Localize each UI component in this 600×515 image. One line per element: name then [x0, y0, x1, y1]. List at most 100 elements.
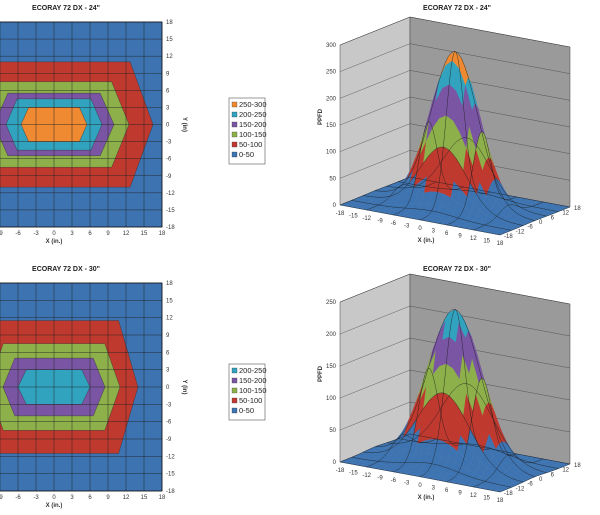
x-tick-label: 0 [52, 495, 56, 501]
surface-mesh-line [386, 383, 547, 473]
x-tick-label: -12 [362, 216, 371, 222]
y-tick-label: -3 [166, 402, 172, 408]
z-tick-label: 200 [326, 96, 337, 102]
y-tick-label: 18 [574, 463, 581, 469]
chart-title: ECORAY 72 DX - 30" [423, 266, 491, 273]
chart-title: ECORAY 72 DX - 24" [423, 5, 491, 12]
z-tick-label: 0 [333, 203, 337, 209]
z-tick-label: 100 [326, 150, 337, 156]
surface-mesh-line [339, 461, 501, 493]
y-tick-label: 9 [166, 71, 170, 77]
x-tick-label: 18 [159, 495, 166, 501]
legend-swatch [231, 397, 238, 404]
x-tick-label: 18 [159, 231, 166, 237]
wall-grid-line [339, 150, 571, 181]
x-tick-label: 6 [88, 495, 92, 501]
y-tick-label: 18 [166, 281, 173, 287]
legend-item-label: 0-50 [239, 406, 254, 415]
wall-grid-line [339, 16, 571, 48]
z-axis-label: PPFD [318, 365, 324, 382]
y-tick-label: -6 [166, 157, 172, 163]
y-tick-label: 15 [166, 37, 173, 43]
surface-mesh-line [363, 146, 524, 226]
legend-swatch [231, 111, 238, 118]
x-tick-label: -6 [15, 231, 21, 237]
plot-frame [0, 282, 163, 492]
x-tick-label: -3 [33, 231, 39, 237]
plot-frame [0, 21, 163, 228]
x-tick-label: -6 [391, 478, 397, 484]
x-tick-label: -9 [377, 219, 383, 225]
wall-grid-line [339, 70, 571, 101]
y-tick-label: -12 [166, 191, 175, 197]
y-tick-label: 3 [166, 368, 170, 374]
x-tick-label: -9 [0, 495, 3, 501]
y-tick-label: 6 [166, 350, 170, 356]
z-tick-label: 150 [326, 364, 337, 370]
y-axis-label: Y (in) [181, 117, 187, 132]
x-tick-label: 9 [458, 234, 462, 240]
y-tick-label: 0 [539, 477, 543, 483]
legend-swatch [231, 151, 238, 158]
z-tick-label: 300 [326, 43, 337, 49]
y-tick-label: 12 [562, 468, 569, 474]
y-tick-label: 18 [166, 20, 173, 26]
y-tick-label: -6 [527, 482, 533, 488]
y-tick-label: -18 [504, 234, 513, 240]
y-tick-label: 6 [166, 88, 170, 94]
surface-mesh-line [398, 438, 559, 469]
z-tick-label: 50 [329, 428, 336, 434]
legend-item-label: 0-50 [239, 150, 254, 159]
y-tick-label: 12 [562, 211, 569, 217]
chart-title: ECORAY 72 DX - 24" [32, 5, 100, 12]
chart-title: ECORAY 72 DX - 30" [32, 266, 100, 273]
y-tick-label: 6 [551, 215, 555, 221]
x-tick-label: -9 [0, 231, 3, 237]
legend-item-label: 250-300 [239, 100, 267, 109]
x-tick-label: 12 [123, 231, 130, 237]
wall-grid-line [339, 273, 571, 305]
wall-grid-line [339, 337, 571, 369]
legend-item-label: 100-150 [239, 386, 267, 395]
x-tick-label: -3 [404, 224, 410, 230]
x-tick-label: 15 [483, 239, 490, 245]
x-tick-label: 0 [52, 231, 56, 237]
surface-mesh-line [409, 433, 571, 465]
x-axis-label: X (in.) [46, 503, 63, 509]
x-tick-label: 3 [70, 495, 74, 501]
y-tick-label: 6 [551, 472, 555, 478]
x-axis-label: X (in.) [418, 238, 435, 244]
y-axis-label: Y (in) [181, 380, 187, 395]
y-tick-label: 0 [539, 220, 543, 226]
y-tick-label: -6 [166, 420, 172, 426]
x-tick-label: -3 [33, 495, 39, 501]
y-tick-label: -12 [166, 454, 175, 460]
y-tick-label: -3 [166, 140, 172, 146]
x-tick-label: 18 [497, 498, 504, 504]
x-tick-label: 3 [432, 229, 436, 235]
z-tick-label: 250 [326, 70, 337, 76]
legend-item-label: 100-150 [239, 130, 267, 139]
surface-mesh-line [409, 176, 571, 208]
x-tick-label: -9 [377, 476, 383, 482]
y-tick-label: -15 [166, 208, 175, 214]
x-tick-label: 18 [497, 241, 504, 247]
legend-item-label: 200-250 [239, 366, 267, 375]
y-tick-label: 0 [166, 123, 170, 129]
surface-plot [339, 273, 571, 493]
legend-swatch [231, 407, 238, 414]
x-axis-label: X (in.) [418, 495, 435, 501]
x-tick-label: 9 [106, 495, 110, 501]
y-tick-label: -9 [166, 174, 172, 180]
z-tick-label: 0 [333, 460, 337, 466]
legend-swatch [231, 387, 238, 394]
contour-plot [0, 21, 163, 228]
y-tick-label: -18 [166, 489, 175, 495]
y-tick-label: 18 [574, 206, 581, 212]
legend-swatch [231, 367, 238, 374]
x-tick-label: -3 [404, 481, 410, 487]
left-wall [339, 273, 411, 463]
x-tick-label: 6 [445, 488, 449, 494]
x-tick-label: 15 [141, 495, 148, 501]
z-tick-label: 150 [326, 123, 337, 129]
